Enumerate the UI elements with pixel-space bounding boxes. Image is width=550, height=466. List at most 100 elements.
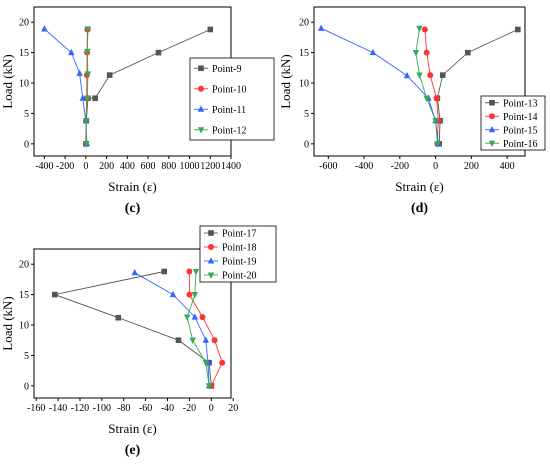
chart-panel-d: -600 -400 -200 0 200 400 0 5 10 15 20 Strain (ε) Loa… <box>278 6 546 216</box>
y-tick-label: 20 <box>19 18 29 29</box>
legend-box <box>189 57 275 141</box>
series-line <box>44 28 88 144</box>
series-line <box>186 271 210 386</box>
legend-label: Point-11 <box>212 105 246 116</box>
series-point-11 <box>41 25 91 147</box>
series-point-16 <box>412 25 441 148</box>
x-tick-label: -20 <box>183 403 196 414</box>
x-tick-label: 20 <box>228 403 238 414</box>
x-tick-label: -400 <box>355 161 373 172</box>
data-point <box>79 94 86 101</box>
x-tick-label: -120 <box>71 403 89 414</box>
data-point <box>68 48 75 56</box>
x-axis-title: Strain (ε) <box>108 421 156 436</box>
data-point <box>161 268 168 275</box>
data-point <box>439 72 446 78</box>
x-tick-label: 1400 <box>221 161 241 172</box>
data-point <box>427 72 434 79</box>
data-point <box>84 26 92 33</box>
legend-marker <box>488 140 496 148</box>
legend-label: Point-16 <box>503 139 537 150</box>
x-tick-label: 200 <box>464 161 479 172</box>
data-point <box>51 291 58 298</box>
data-point <box>416 25 423 33</box>
data-point <box>421 26 428 33</box>
data-point <box>83 141 90 148</box>
data-point <box>317 24 325 31</box>
x-tick-label: -400 <box>35 161 53 172</box>
data-point <box>155 49 162 56</box>
legend-marker <box>489 113 495 120</box>
plot-frame-d <box>313 6 526 157</box>
data-point <box>369 48 377 56</box>
data-point <box>84 71 92 78</box>
legend-marker <box>197 127 205 134</box>
legend-marker <box>208 244 214 250</box>
data-point <box>192 268 200 276</box>
data-point <box>115 314 122 321</box>
series-point-10 <box>82 26 91 147</box>
series-point-14 <box>421 26 442 147</box>
legend: Point-17 Point-18 Point-19 Point-20 <box>199 225 277 283</box>
legend-marker <box>207 272 215 279</box>
y-axis-title: Load (kN) <box>278 54 293 109</box>
legend-marker <box>198 65 204 72</box>
x-tick-label: 0 <box>433 161 438 172</box>
legend-label: Point-10 <box>212 84 246 95</box>
series-line <box>321 27 439 144</box>
data-point <box>403 71 411 79</box>
x-tick-label: -600 <box>319 161 337 172</box>
legend-label: Point-9 <box>212 64 241 75</box>
legend-label: Point-13 <box>503 98 537 109</box>
y-tick-label: 0 <box>304 139 309 150</box>
data-point <box>41 25 48 32</box>
x-tick-label: -140 <box>49 403 67 414</box>
data-point <box>432 118 439 125</box>
data-point <box>464 49 471 56</box>
legend-marker <box>489 99 495 106</box>
panel-label: (d) <box>411 201 428 216</box>
series-point-20 <box>184 268 213 390</box>
data-point <box>211 337 218 344</box>
x-tick-label: -200 <box>391 161 409 172</box>
series-line <box>85 28 89 144</box>
series-line <box>415 28 438 144</box>
data-point <box>84 48 91 56</box>
y-tick-label: 0 <box>24 139 29 150</box>
data-point <box>199 314 206 321</box>
data-point <box>219 359 226 366</box>
data-point <box>169 290 177 298</box>
y-tick-label: 5 <box>304 109 309 120</box>
data-point <box>416 72 423 79</box>
legend: Point-13 Point-14 Point-15 Point-16 <box>480 95 546 151</box>
legend-marker <box>198 85 204 92</box>
legend-label: Point-19 <box>222 257 256 268</box>
legend-label: Point-12 <box>212 125 246 136</box>
data-point <box>82 118 90 125</box>
chart-panel-e: -160 -140 -120 -100 -80 -60 -40 -20 0 20 0 5 10 15 20 S… <box>0 225 277 458</box>
panel-label: (e) <box>125 443 141 458</box>
data-point <box>207 26 214 33</box>
x-tick-label: 600 <box>141 161 156 172</box>
data-point <box>189 337 196 345</box>
legend: Point-9 Point-10 Point-11 Point-12 <box>189 57 275 141</box>
data-point <box>202 336 210 343</box>
data-point <box>412 50 420 57</box>
y-tick-label: 15 <box>19 290 29 301</box>
x-tick-label: 0 <box>209 403 214 414</box>
legend-label: Point-18 <box>222 243 256 254</box>
data-point <box>423 95 430 103</box>
legend-marker <box>208 230 214 236</box>
series-point-18 <box>186 268 226 389</box>
x-tick-label: 400 <box>500 161 515 172</box>
y-tick-label: 5 <box>24 109 29 120</box>
series-line <box>134 272 210 386</box>
series-point-12 <box>82 26 92 148</box>
x-tick-label: -60 <box>139 403 152 414</box>
data-point <box>186 268 193 275</box>
x-tick-label: 1200 <box>200 161 220 172</box>
panel-label: (c) <box>125 201 141 216</box>
x-tick-label: -160 <box>27 403 45 414</box>
x-axis-title: Strain (ε) <box>108 179 156 194</box>
